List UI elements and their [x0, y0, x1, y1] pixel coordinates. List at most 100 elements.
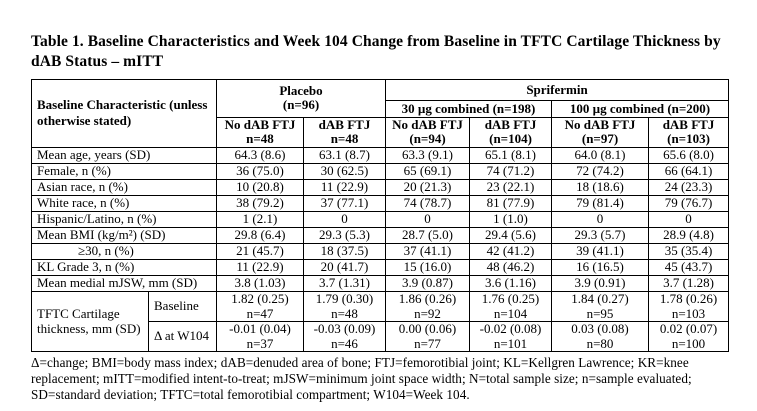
cell-value: 36 (75.0)	[216, 163, 304, 180]
table-title: Table 1. Baseline Characteristics and We…	[31, 33, 721, 71]
row-label: Female, n (%)	[31, 163, 217, 180]
cell-value: 1.82 (0.25) n=47	[216, 290, 304, 323]
table-row-hispanic-latino: Hispanic/Latino, n (%) 1 (2.1) 0 0 1 (1.…	[31, 211, 730, 228]
table-row-kl-grade-3: KL Grade 3, n (%) 11 (22.9) 20 (41.7) 15…	[31, 259, 730, 276]
table-row-bmi-over-30: ≥30, n (%) 21 (45.7) 18 (37.5) 37 (41.1)…	[31, 243, 730, 260]
table-row-white-race: White race, n (%) 38 (79.2) 37 (77.1) 74…	[31, 195, 730, 212]
abbreviations-footnote: Δ=change; BMI=body mass index; dAB=denud…	[31, 355, 692, 403]
cell-value: 64.0 (8.1)	[551, 147, 650, 164]
table-row-tftc-delta-w104: Δ at W104 -0.01 (0.04) n=37 -0.03 (0.09)…	[32, 321, 730, 353]
table-row-asian-race: Asian race, n (%) 10 (20.8) 11 (22.9) 20…	[31, 179, 730, 196]
baseline-characteristics-table: Baseline Characteristic (unless otherwis…	[31, 78, 730, 353]
cell-value: 3.7 (1.31)	[302, 275, 387, 292]
cell-value: 18 (37.5)	[302, 243, 387, 260]
cell-value: 0	[648, 211, 730, 228]
cell-value: 39 (41.1)	[551, 243, 650, 260]
cell-value: 18 (18.6)	[551, 179, 650, 196]
cell-value: 72 (74.2)	[551, 163, 650, 180]
subheader-100ug-dab: dAB FTJ (n=103)	[648, 116, 730, 149]
cell-value: -0.03 (0.09) n=46	[302, 321, 387, 353]
row-sublabel-baseline: Baseline	[148, 290, 217, 323]
cell-value: 48 (46.2)	[469, 259, 553, 276]
cell-value: 11 (22.9)	[216, 259, 304, 276]
cell-value: 1.76 (0.25) n=104	[469, 290, 553, 323]
cell-value: 3.7 (1.28)	[648, 275, 730, 292]
cell-value: 79 (76.7)	[648, 195, 730, 212]
cell-value: 28.7 (5.0)	[385, 227, 471, 244]
cell-value: 64.3 (8.6)	[216, 147, 304, 164]
row-label: White race, n (%)	[31, 195, 217, 212]
cell-value: 3.9 (0.87)	[385, 275, 471, 292]
row-label-tftc: TFTC Cartilage thickness, mm (SD)	[31, 290, 149, 353]
subheader-30ug-no-dab: No dAB FTJ (n=94)	[385, 116, 471, 149]
header-baseline-characteristic: Baseline Characteristic (unless otherwis…	[31, 78, 217, 149]
cell-value: 3.9 (0.91)	[551, 275, 650, 292]
header-dose-30ug: 30 µg combined (n=198)	[385, 99, 553, 118]
cell-value: 37 (41.1)	[385, 243, 471, 260]
row-label: KL Grade 3, n (%)	[31, 259, 217, 276]
cell-value: 15 (16.0)	[385, 259, 471, 276]
cell-value: 1.78 (0.26) n=103	[648, 290, 730, 323]
cell-value: 79 (81.4)	[551, 195, 650, 212]
cell-value: 38 (79.2)	[216, 195, 304, 212]
cell-value: 1.84 (0.27) n=95	[551, 290, 650, 323]
cell-value: 20 (41.7)	[302, 259, 387, 276]
cell-value: 1 (1.0)	[469, 211, 553, 228]
cell-value: 0.00 (0.06) n=77	[385, 321, 471, 353]
table-row-female: Female, n (%) 36 (75.0) 30 (62.5) 65 (69…	[31, 163, 730, 180]
cell-value: 74 (71.2)	[469, 163, 553, 180]
header-placebo-group: Placebo (n=96)	[215, 78, 387, 118]
cell-value: 11 (22.9)	[302, 179, 387, 196]
header-dose-100ug: 100 µg combined (n=200)	[551, 99, 730, 118]
row-label: Asian race, n (%)	[31, 179, 217, 196]
cell-value: 0	[551, 211, 650, 228]
cell-value: 45 (43.7)	[648, 259, 730, 276]
cell-value: 28.9 (4.8)	[648, 227, 730, 244]
row-label: ≥30, n (%)	[31, 243, 217, 260]
cell-value: 35 (35.4)	[648, 243, 730, 260]
row-label: Mean medial mJSW, mm (SD)	[31, 275, 217, 292]
cell-value: 0	[302, 211, 387, 228]
row-label: Mean age, years (SD)	[31, 147, 217, 164]
cell-value: -0.01 (0.04) n=37	[216, 321, 304, 353]
cell-value: 29.4 (5.6)	[469, 227, 553, 244]
cell-value: 37 (77.1)	[302, 195, 387, 212]
cell-value: -0.02 (0.08) n=101	[469, 321, 553, 353]
cell-value: 29.3 (5.7)	[551, 227, 650, 244]
cell-value: 1 (2.1)	[216, 211, 304, 228]
cell-value: 30 (62.5)	[302, 163, 387, 180]
cell-value: 29.3 (5.3)	[302, 227, 387, 244]
row-sublabel-delta-w104: Δ at W104	[148, 321, 217, 353]
table-row-tftc-baseline: TFTC Cartilage thickness, mm (SD) Baseli…	[31, 290, 730, 353]
cell-value: 1.86 (0.26) n=92	[385, 290, 471, 323]
cell-value: 21 (45.7)	[216, 243, 304, 260]
cell-value: 10 (20.8)	[216, 179, 304, 196]
table-row-mean-age: Mean age, years (SD) 64.3 (8.6) 63.1 (8.…	[31, 147, 730, 164]
cell-value: 3.8 (1.03)	[216, 275, 304, 292]
cell-value: 42 (41.2)	[469, 243, 553, 260]
cell-value: 65.6 (8.0)	[648, 147, 730, 164]
cell-value: 74 (78.7)	[385, 195, 471, 212]
table-row-mean-bmi: Mean BMI (kg/m²) (SD) 29.8 (6.4) 29.3 (5…	[31, 227, 730, 244]
cell-value: 24 (23.3)	[648, 179, 730, 196]
cell-value: 66 (64.1)	[648, 163, 730, 180]
row-label: Mean BMI (kg/m²) (SD)	[31, 227, 217, 244]
cell-value: 29.8 (6.4)	[216, 227, 304, 244]
cell-value: 81 (77.9)	[469, 195, 553, 212]
cell-value: 16 (16.5)	[551, 259, 650, 276]
cell-value: 0	[385, 211, 471, 228]
row-label: Hispanic/Latino, n (%)	[31, 211, 217, 228]
table-row-mean-medial-mjsw: Mean medial mJSW, mm (SD) 3.8 (1.03) 3.7…	[31, 275, 730, 292]
cell-value: 20 (21.3)	[385, 179, 471, 196]
subheader-placebo-dab: dAB FTJ n=48	[302, 116, 387, 149]
cell-value: 63.3 (9.1)	[385, 147, 471, 164]
subheader-30ug-dab: dAB FTJ (n=104)	[469, 116, 553, 149]
cell-value: 23 (22.1)	[469, 179, 553, 196]
cell-value: 0.02 (0.07) n=100	[648, 321, 730, 353]
cell-value: 0.03 (0.08) n=80	[551, 321, 650, 353]
header-sprifermin-group: Sprifermin	[385, 78, 730, 101]
subheader-100ug-no-dab: No dAB FTJ (n=97)	[551, 116, 650, 149]
cell-value: 65.1 (8.1)	[469, 147, 553, 164]
cell-value: 63.1 (8.7)	[302, 147, 387, 164]
